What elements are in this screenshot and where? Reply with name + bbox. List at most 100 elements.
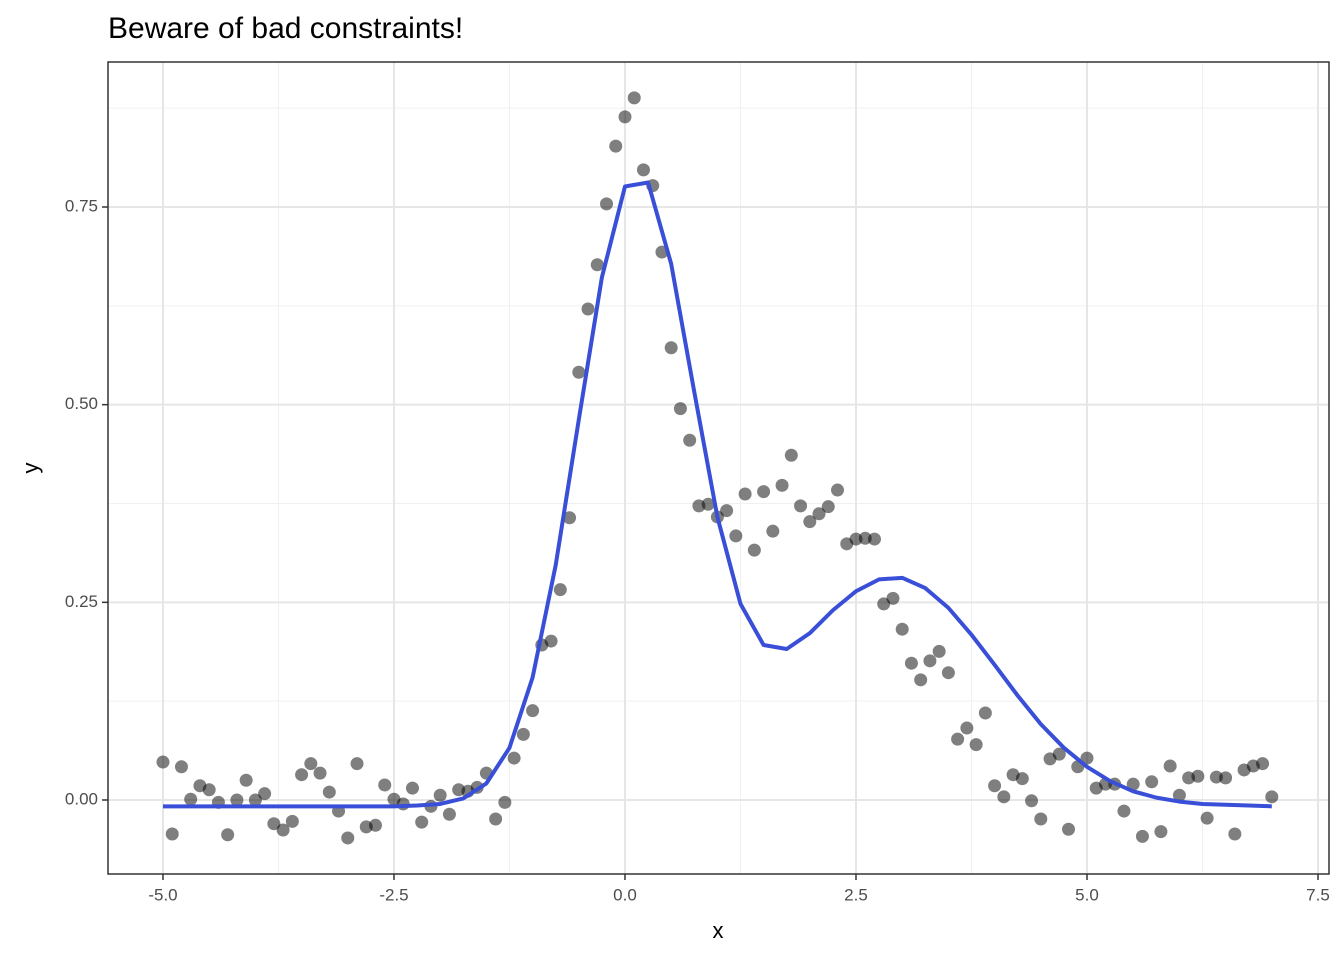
data-point xyxy=(701,497,715,511)
data-point xyxy=(544,634,558,648)
chart-title: Beware of bad constraints! xyxy=(108,12,463,45)
data-point xyxy=(174,760,188,774)
data-point xyxy=(378,778,392,792)
data-point xyxy=(812,507,826,521)
data-point xyxy=(988,779,1002,793)
data-point xyxy=(683,433,697,447)
y-tick-label: 0.75 xyxy=(65,196,98,215)
data-point xyxy=(1154,825,1168,839)
data-point xyxy=(636,163,650,177)
data-point xyxy=(1015,772,1029,786)
data-point xyxy=(553,583,567,597)
data-point xyxy=(1034,812,1048,826)
data-point xyxy=(1080,751,1094,765)
data-point xyxy=(489,812,503,826)
x-tick-label: 2.5 xyxy=(844,885,868,904)
data-point xyxy=(766,524,780,538)
data-point xyxy=(738,487,752,501)
data-point xyxy=(221,828,235,842)
data-point xyxy=(304,757,318,771)
data-point xyxy=(664,341,678,355)
data-point xyxy=(498,795,512,809)
data-point xyxy=(1062,822,1076,836)
data-point xyxy=(1256,757,1270,771)
data-point xyxy=(267,817,281,831)
x-tick-label: 7.5 xyxy=(1306,885,1330,904)
data-point xyxy=(1025,794,1039,808)
data-point xyxy=(184,792,198,806)
data-point xyxy=(1163,759,1177,773)
data-point xyxy=(276,823,290,837)
data-point xyxy=(202,783,216,797)
data-point xyxy=(516,727,530,741)
data-point xyxy=(1052,747,1066,761)
data-point xyxy=(609,139,623,153)
plot-background xyxy=(108,62,1329,874)
plot-border xyxy=(107,61,1330,875)
data-point xyxy=(729,529,743,543)
data-point xyxy=(1126,777,1140,791)
data-point xyxy=(156,755,170,769)
data-point xyxy=(720,504,734,518)
data-point xyxy=(1200,811,1214,825)
data-point xyxy=(165,827,179,841)
y-tick-label: 0.00 xyxy=(65,789,98,808)
data-point xyxy=(821,500,835,514)
data-point xyxy=(341,831,355,845)
data-point xyxy=(747,543,761,557)
x-tick-label: -5.0 xyxy=(148,885,177,904)
data-point xyxy=(442,807,456,821)
data-point xyxy=(831,483,845,497)
x-tick-label: 0.0 xyxy=(613,885,637,904)
data-point xyxy=(1117,804,1131,818)
data-point xyxy=(581,302,595,316)
data-point xyxy=(978,706,992,720)
data-point xyxy=(1228,827,1242,841)
data-point xyxy=(618,110,632,124)
x-tick-label: 5.0 xyxy=(1075,885,1099,904)
data-point xyxy=(904,656,918,670)
x-axis-label: x xyxy=(713,918,724,943)
data-point xyxy=(350,757,364,771)
y-tick-label: 0.25 xyxy=(65,592,98,611)
data-point xyxy=(794,499,808,513)
data-point xyxy=(951,732,965,746)
data-point xyxy=(1219,771,1233,785)
data-point xyxy=(405,781,419,795)
data-point xyxy=(1191,769,1205,783)
data-point xyxy=(1265,790,1279,804)
data-point xyxy=(433,788,447,802)
data-point xyxy=(886,591,900,605)
data-point xyxy=(1135,829,1149,843)
data-point xyxy=(960,721,974,735)
data-point xyxy=(415,815,429,829)
data-point xyxy=(313,766,327,780)
data-point xyxy=(757,485,771,499)
data-point xyxy=(867,532,881,546)
x-tick-label: -2.5 xyxy=(379,885,408,904)
data-point xyxy=(295,768,309,782)
data-point xyxy=(775,478,789,492)
data-point xyxy=(248,793,262,807)
data-point xyxy=(1172,788,1186,802)
data-point xyxy=(895,622,909,636)
data-point xyxy=(914,673,928,687)
data-point xyxy=(285,814,299,828)
data-point xyxy=(969,738,983,752)
data-point xyxy=(784,448,798,462)
data-point xyxy=(322,785,336,799)
data-point xyxy=(369,818,383,832)
data-point xyxy=(258,787,272,801)
data-point xyxy=(673,402,687,416)
data-point xyxy=(563,511,577,525)
data-point xyxy=(803,515,817,529)
data-point xyxy=(590,258,604,272)
data-point xyxy=(230,793,244,807)
data-point xyxy=(507,751,521,765)
data-point xyxy=(1145,775,1159,789)
y-tick-label: 0.50 xyxy=(65,394,98,413)
data-point xyxy=(932,644,946,658)
data-point xyxy=(941,666,955,680)
